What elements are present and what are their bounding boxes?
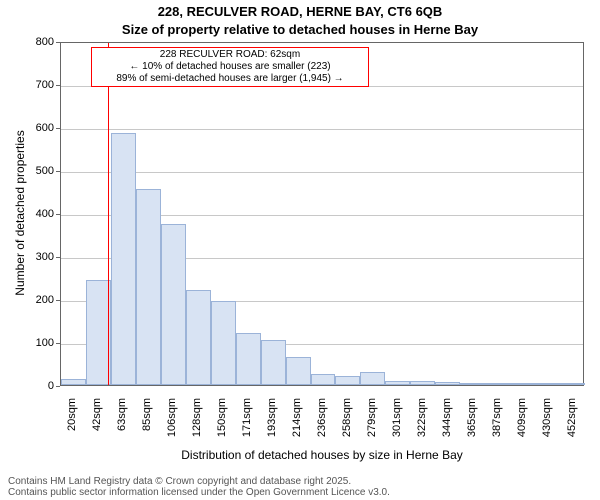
chart-footer: Contains HM Land Registry data © Crown c… bbox=[0, 476, 600, 498]
x-tick-label: 193sqm bbox=[266, 398, 278, 458]
histogram-bar bbox=[61, 379, 86, 385]
x-tick-label: 171sqm bbox=[241, 398, 253, 458]
chart-title-line2: Size of property relative to detached ho… bbox=[0, 22, 600, 37]
footer-line2: Contains public sector information licen… bbox=[8, 487, 600, 498]
x-tick-label: 150sqm bbox=[216, 398, 228, 458]
y-tick-label: 400 bbox=[14, 208, 54, 220]
annotation-line-2: 89% of semi-detached houses are larger (… bbox=[94, 73, 366, 85]
histogram-bar bbox=[136, 189, 161, 385]
histogram-bar bbox=[435, 382, 460, 385]
x-tick-label: 452sqm bbox=[566, 398, 578, 458]
x-tick-label: 63sqm bbox=[116, 398, 128, 458]
y-tick-label: 0 bbox=[14, 380, 54, 392]
x-tick-label: 214sqm bbox=[291, 398, 303, 458]
chart-title-line1: 228, RECULVER ROAD, HERNE BAY, CT6 6QB bbox=[0, 4, 600, 19]
histogram-bar bbox=[485, 383, 510, 385]
histogram-bar bbox=[460, 383, 485, 385]
histogram-bar bbox=[86, 280, 111, 385]
y-tick-mark bbox=[56, 343, 60, 344]
x-tick-label: 279sqm bbox=[366, 398, 378, 458]
x-tick-label: 258sqm bbox=[341, 398, 353, 458]
histogram-bar bbox=[261, 340, 286, 385]
footer-line1: Contains HM Land Registry data © Crown c… bbox=[8, 476, 600, 487]
chart-container: { "title": { "line1": "228, RECULVER ROA… bbox=[0, 0, 600, 500]
y-tick-label: 600 bbox=[14, 122, 54, 134]
y-tick-mark bbox=[56, 257, 60, 258]
property-marker-line bbox=[108, 43, 109, 385]
x-tick-label: 42sqm bbox=[91, 398, 103, 458]
annotation-box: 228 RECULVER ROAD: 62sqm← 10% of detache… bbox=[91, 47, 369, 87]
x-tick-label: 301sqm bbox=[391, 398, 403, 458]
x-tick-label: 128sqm bbox=[191, 398, 203, 458]
x-tick-label: 106sqm bbox=[166, 398, 178, 458]
histogram-bar bbox=[286, 357, 311, 385]
histogram-bar bbox=[410, 381, 435, 385]
histogram-bar bbox=[236, 333, 261, 385]
plot-area: 228 RECULVER ROAD: 62sqm← 10% of detache… bbox=[60, 42, 584, 386]
y-tick-label: 800 bbox=[14, 36, 54, 48]
grid-line bbox=[61, 129, 583, 130]
histogram-bar bbox=[111, 133, 136, 385]
y-tick-label: 700 bbox=[14, 79, 54, 91]
x-tick-label: 365sqm bbox=[466, 398, 478, 458]
x-tick-label: 236sqm bbox=[316, 398, 328, 458]
y-tick-mark bbox=[56, 214, 60, 215]
histogram-bar bbox=[560, 383, 585, 385]
histogram-bar bbox=[385, 381, 410, 385]
y-tick-label: 100 bbox=[14, 337, 54, 349]
histogram-bar bbox=[335, 376, 360, 385]
y-tick-label: 300 bbox=[14, 251, 54, 263]
annotation-line-0: 228 RECULVER ROAD: 62sqm bbox=[94, 49, 366, 61]
x-tick-label: 344sqm bbox=[441, 398, 453, 458]
grid-line bbox=[61, 172, 583, 173]
histogram-bar bbox=[535, 383, 560, 385]
x-tick-label: 322sqm bbox=[416, 398, 428, 458]
histogram-bar bbox=[186, 290, 211, 385]
x-tick-label: 20sqm bbox=[66, 398, 78, 458]
y-tick-mark bbox=[56, 171, 60, 172]
y-tick-label: 200 bbox=[14, 294, 54, 306]
x-tick-label: 387sqm bbox=[491, 398, 503, 458]
histogram-bar bbox=[211, 301, 236, 385]
y-tick-mark bbox=[56, 386, 60, 387]
y-tick-mark bbox=[56, 128, 60, 129]
histogram-bar bbox=[510, 383, 535, 385]
histogram-bar bbox=[311, 374, 336, 385]
x-tick-label: 409sqm bbox=[516, 398, 528, 458]
histogram-bar bbox=[161, 224, 186, 385]
histogram-bar bbox=[360, 372, 385, 385]
y-tick-mark bbox=[56, 300, 60, 301]
y-tick-mark bbox=[56, 42, 60, 43]
x-tick-label: 85sqm bbox=[141, 398, 153, 458]
x-tick-label: 430sqm bbox=[541, 398, 553, 458]
y-tick-mark bbox=[56, 85, 60, 86]
annotation-line-1: ← 10% of detached houses are smaller (22… bbox=[94, 61, 366, 73]
y-tick-label: 500 bbox=[14, 165, 54, 177]
